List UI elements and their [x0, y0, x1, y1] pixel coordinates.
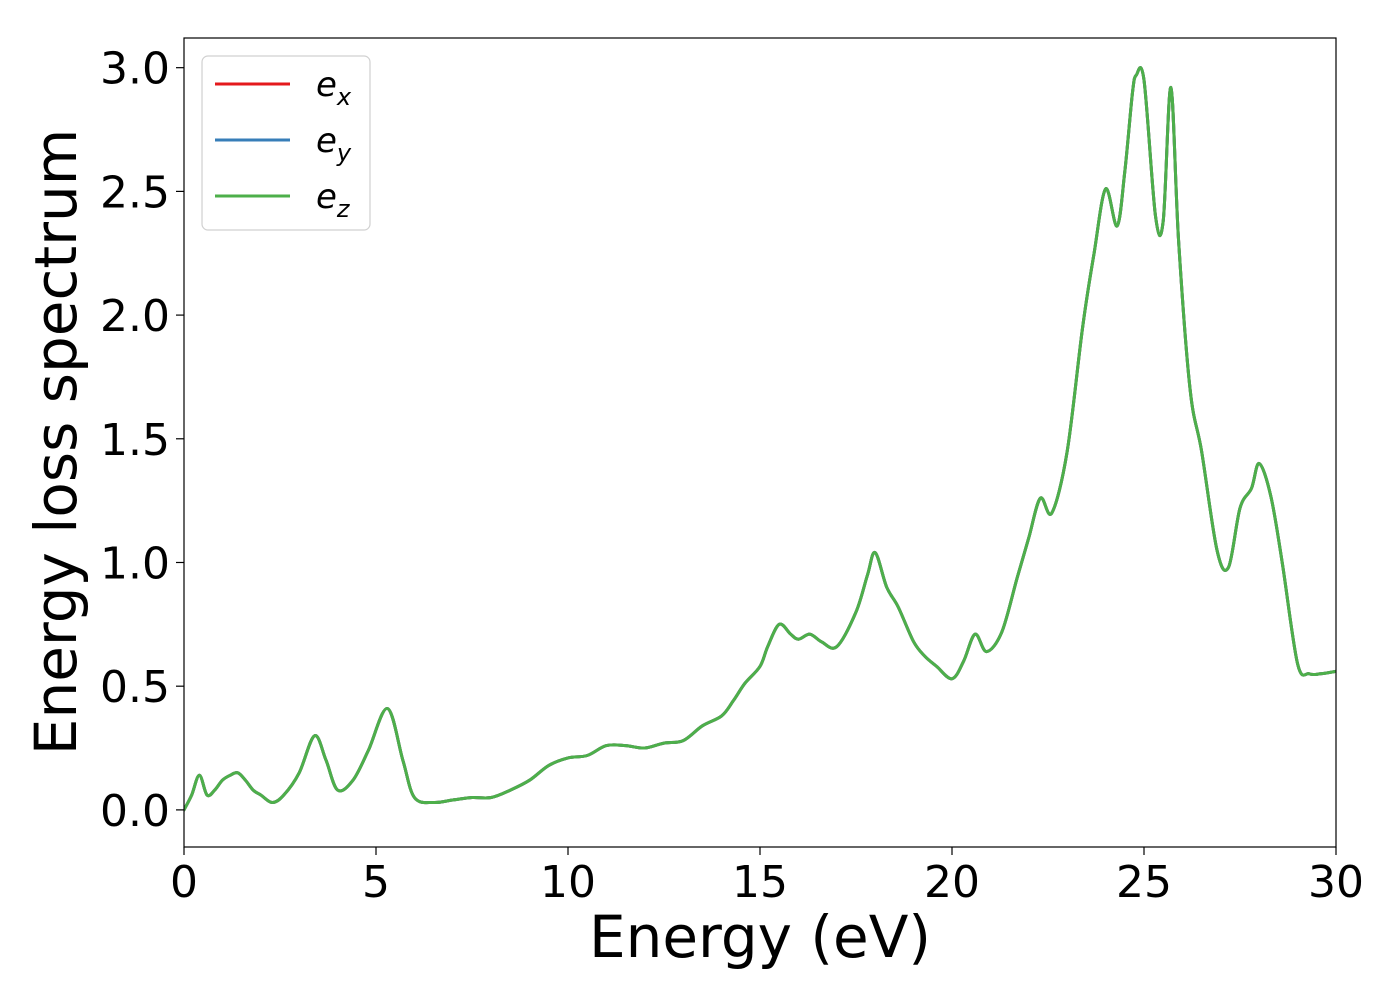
y-axis-label: Energy loss spectrum — [22, 129, 90, 755]
y-tick-label: 2.5 — [100, 167, 170, 218]
plot-lines — [184, 66, 1336, 812]
y-tick-label: 0.5 — [100, 662, 170, 713]
legend-box — [201, 55, 371, 231]
x-tick-label: 25 — [1116, 857, 1172, 908]
series-line-ez — [184, 66, 1336, 812]
y-tick-label: 0.0 — [100, 786, 170, 837]
x-tick-label: 10 — [540, 857, 596, 908]
x-tick-label: 20 — [924, 857, 980, 908]
x-tick-label: 0 — [170, 857, 198, 908]
x-tick-label: 30 — [1308, 857, 1364, 908]
x-tick-label: 15 — [732, 857, 788, 908]
x-axis: 0 5 10 15 20 25 30 — [170, 847, 1364, 908]
y-tick-label: 3.0 — [100, 44, 170, 95]
y-tick-label: 1.0 — [100, 538, 170, 589]
y-axis: 0.0 0.5 1.0 1.5 2.0 2.5 3.0 — [100, 44, 184, 837]
y-tick-label: 2.0 — [100, 291, 170, 342]
x-tick-label: 5 — [362, 857, 390, 908]
x-axis-label: Energy (eV) — [589, 903, 931, 971]
y-tick-label: 1.5 — [100, 415, 170, 466]
